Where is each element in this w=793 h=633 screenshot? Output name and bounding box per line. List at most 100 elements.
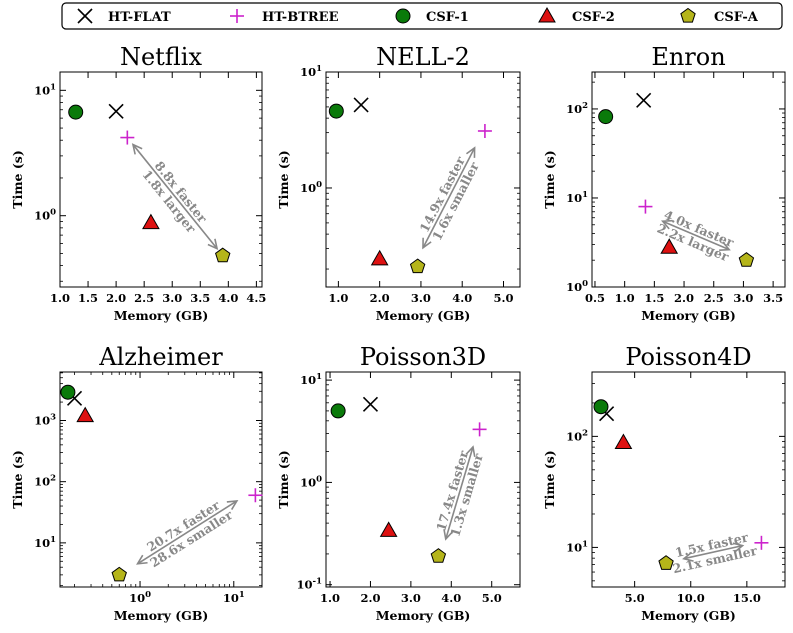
legend-label: HT-BTREE	[262, 10, 339, 25]
point-csf-2	[370, 249, 389, 266]
point-ht-btree	[120, 130, 135, 145]
tick-label: 4.0	[218, 291, 238, 305]
point-csf-2	[76, 406, 95, 423]
tick-label: 2.0	[360, 591, 380, 605]
point-ht-btree	[477, 123, 492, 138]
y-axis-label: Time (s)	[10, 450, 25, 508]
point-ht-flat	[108, 103, 124, 119]
tick-label: 103	[34, 412, 56, 427]
tick-label: 1.0	[328, 291, 348, 305]
plot-frame	[59, 371, 263, 588]
chart-title: Alzheimer	[98, 343, 223, 371]
panel-poisson4d: Poisson4D 5.0 10.0 15.0 101 102 Memory (GB) Tim…	[542, 343, 786, 623]
panel-alzheimer: Alzheimer 100 101 101 102 103 Memory (GB) Time …	[10, 343, 263, 623]
y-axis-label: Time (s)	[542, 450, 557, 508]
tick-label: 3.0	[162, 291, 182, 305]
tick-label: 1.0	[615, 291, 635, 305]
point-csf-1	[60, 384, 76, 400]
point-csf-2	[660, 238, 679, 254]
tick-label: 3.0	[411, 291, 431, 305]
x-icon	[77, 8, 93, 24]
tick-label: 102	[566, 101, 588, 116]
tick-label: 4.0	[441, 591, 461, 605]
tick-label: 1.5	[644, 291, 664, 305]
tick-label: 101	[566, 539, 588, 554]
legend-label: CSF-2	[572, 10, 615, 25]
point-csf-a	[215, 247, 231, 263]
y-axis-label: Time (s)	[276, 450, 291, 508]
plus-icon	[230, 9, 244, 23]
tick-label: 100	[300, 474, 322, 489]
point-csf-1	[598, 109, 614, 125]
x-axis-label: Memory (GB)	[114, 608, 209, 623]
chart-title: Poisson3D	[360, 343, 486, 371]
point-ht-flat	[362, 396, 379, 412]
chart-title: Enron	[651, 43, 725, 71]
x-axis-label: Memory (GB)	[376, 308, 471, 323]
legend: HT-FLAT HT-BTREE CSF-1 CSF-2 CSF-A	[61, 2, 783, 30]
point-ht-flat	[636, 92, 652, 108]
chart-title: Netflix	[120, 43, 203, 71]
point-csf-2	[142, 213, 160, 230]
tick-label: 2.5	[134, 291, 154, 305]
ratio-arrow	[443, 445, 476, 541]
tick-label: 1.0	[50, 291, 70, 305]
tick-label: 2.5	[704, 291, 724, 305]
point-ht-btree	[754, 535, 769, 550]
tick-label: 101	[223, 590, 245, 605]
ratio-arrow	[682, 542, 745, 562]
plot-frame	[591, 371, 786, 588]
tick-label: 2.0	[674, 291, 694, 305]
ratio-arrow	[422, 146, 476, 250]
point-ht-btree	[248, 488, 263, 503]
point-csf-a	[409, 258, 426, 274]
triangle-icon	[538, 6, 556, 23]
tick-label: 15.0	[733, 591, 761, 605]
tick-label: 100	[129, 590, 151, 605]
tick-label: 100	[566, 279, 588, 294]
legend-label: CSF-A	[714, 10, 759, 25]
point-csf-a	[738, 252, 755, 267]
point-ht-btree	[638, 199, 653, 214]
point-ht-flat	[353, 97, 369, 113]
point-csf-1	[330, 403, 346, 419]
y-axis-label: Time (s)	[276, 150, 291, 208]
legend-box	[61, 2, 783, 30]
panel-poisson3d: Poisson3D 1.0 2.0 3.0 4.0 5.0 10-1 100 101 Memory…	[276, 343, 521, 623]
tick-label: 0.5	[585, 291, 605, 305]
point-csf-1	[328, 103, 344, 119]
chart-panels: Netflix 1.0 1.5 2.0 2.5 3.0 3.5 4.0 4.5 100 101 Mem…	[10, 43, 786, 623]
tick-label: 1.0	[320, 591, 340, 605]
tick-label: 1.5	[78, 291, 98, 305]
tick-label: 10.0	[677, 591, 705, 605]
tick-label: 100	[300, 180, 322, 195]
tick-label: 3.0	[733, 291, 753, 305]
tick-label: 10-1	[297, 577, 323, 592]
x-axis-label: Memory (GB)	[641, 308, 736, 323]
tick-label: 3.5	[190, 291, 210, 305]
point-csf-2	[379, 521, 398, 537]
tick-label: 3.5	[763, 291, 783, 305]
panel-nell-2: NELL-2 1.0 2.0 3.0 4.0 5.0 100 101 Memory (GB) Ti…	[276, 43, 521, 323]
tick-label: 102	[566, 428, 588, 443]
ratio-arrow	[660, 219, 731, 252]
ratio-arrow	[136, 500, 239, 565]
x-axis-label: Memory (GB)	[114, 308, 209, 323]
x-axis-label: Memory (GB)	[376, 608, 471, 623]
chart-title: Poisson4D	[625, 343, 751, 371]
tick-label: 2.0	[106, 291, 126, 305]
tick-label: 4.5	[246, 291, 266, 305]
tick-label: 5.0	[625, 591, 645, 605]
tick-label: 101	[566, 190, 588, 205]
chart-title: NELL-2	[376, 43, 470, 71]
pentagon-icon	[680, 7, 696, 23]
plot-frame	[591, 71, 786, 288]
plot-frame	[325, 371, 521, 588]
tick-label: 100	[34, 208, 56, 223]
point-csf-a	[430, 548, 447, 563]
panel-enron: Enron 0.5 1.0 1.5 2.0 2.5 3.0 3.5 100 101 102 Memor…	[542, 43, 786, 323]
tick-label: 101	[300, 64, 322, 79]
point-csf-1	[593, 399, 609, 415]
point-csf-a	[111, 566, 127, 582]
